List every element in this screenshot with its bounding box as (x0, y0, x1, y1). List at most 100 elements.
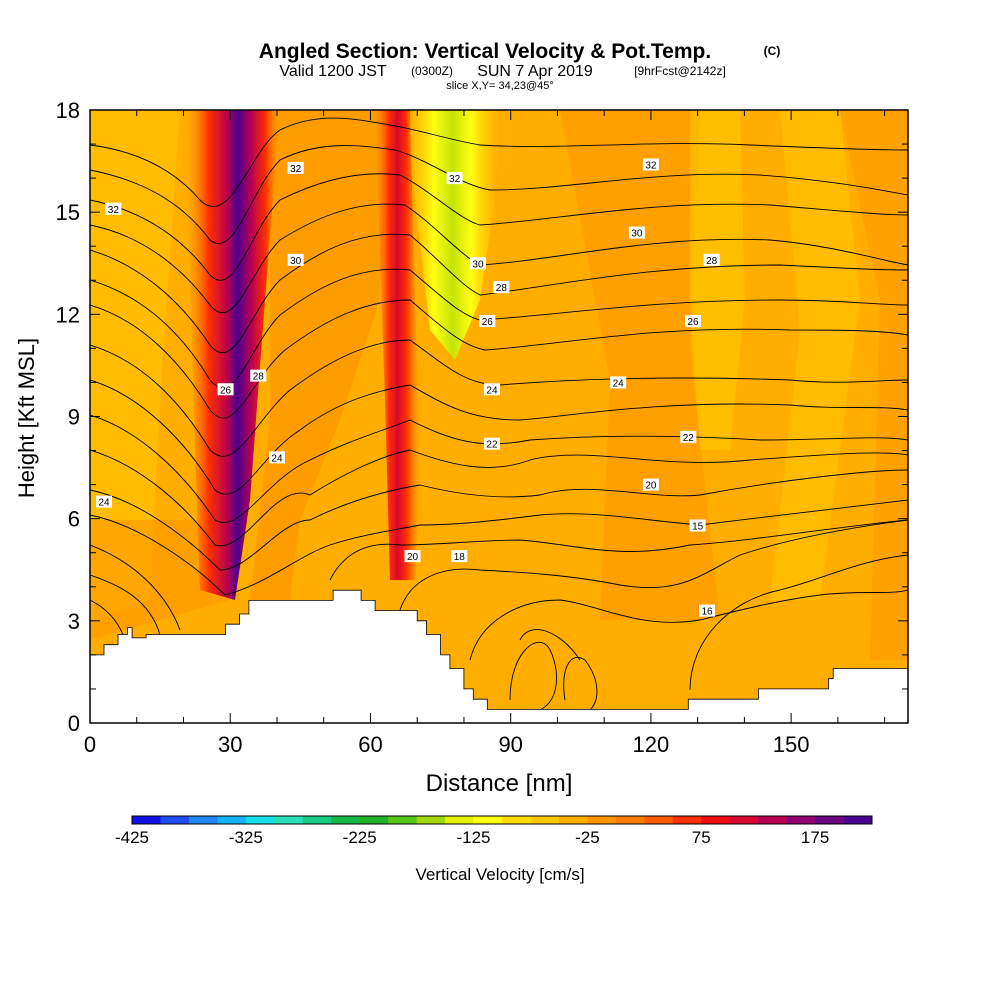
x-tick-label: 60 (358, 732, 382, 757)
svg-text:22: 22 (683, 433, 695, 444)
contour-label: 24 (96, 495, 113, 509)
y-axis-label: Height [Kft MSL] (14, 338, 39, 498)
field-band (690, 110, 745, 450)
colorbar-swatch (672, 816, 702, 824)
svg-text:15: 15 (692, 521, 704, 532)
chart-title: Angled Section: Vertical Velocity & Pot.… (259, 40, 711, 63)
svg-text:18: 18 (454, 552, 466, 563)
y-tick-label: 12 (56, 302, 80, 327)
chart-title-tag: (C) (764, 44, 781, 58)
svg-text:28: 28 (706, 256, 718, 267)
svg-text:32: 32 (108, 205, 120, 216)
svg-text:30: 30 (472, 259, 484, 270)
x-tick-label: 90 (498, 732, 522, 757)
x-tick-label: 150 (773, 732, 810, 757)
svg-text:26: 26 (482, 317, 494, 328)
svg-text:32: 32 (449, 174, 461, 185)
colorbar-swatch (473, 816, 503, 824)
y-tick-label: 6 (68, 507, 80, 532)
contour-label: 24 (268, 451, 285, 464)
colorbar-tick-label: 175 (801, 828, 829, 847)
contour-label: 20 (404, 550, 421, 563)
y-tick-label: 0 (68, 711, 80, 736)
y-tick-label: 18 (56, 98, 80, 123)
contour-label: 18 (451, 550, 468, 563)
svg-text:26: 26 (220, 385, 232, 396)
colorbar-tick-label: -425 (115, 828, 149, 847)
colorbar-frame (131, 815, 873, 825)
contour-label: 32 (287, 161, 304, 175)
colorbar-swatch (331, 816, 360, 824)
contour-label: 15 (689, 519, 706, 532)
forecast-info: [9hrFcst@2142z] (634, 64, 726, 78)
svg-text:20: 20 (407, 552, 419, 563)
colorbar-swatch (160, 816, 190, 824)
chart-header: Angled Section: Vertical Velocity & Pot.… (259, 40, 781, 92)
colorbar-swatch (274, 816, 304, 824)
colorbar-swatch (558, 816, 588, 824)
valid-time-utc: (0300Z) (411, 64, 453, 78)
contour-label: 16 (699, 604, 716, 618)
colorbar: -425 -325 -225 -125 -25 75 175 (115, 815, 873, 847)
y-tick-label: 15 (56, 200, 80, 225)
contour-label: 30 (628, 226, 645, 240)
svg-text:24: 24 (271, 453, 283, 464)
contour-label: 30 (469, 257, 486, 270)
svg-text:24: 24 (613, 378, 625, 389)
theta-contours (90, 117, 908, 711)
contour-label: 30 (287, 253, 304, 267)
svg-text:28: 28 (496, 283, 508, 294)
colorbar-swatch (644, 816, 674, 824)
colorbar-tick-label: -225 (343, 828, 377, 847)
plot-area: 32 32 32 32 30 30 30 28 28 26 26 26 28 24 24 24 24 22 22 20… (90, 110, 908, 723)
contour-label: 32 (446, 172, 463, 185)
colorbar-label: Vertical Velocity [cm/s] (415, 865, 584, 884)
contour-label: 28 (493, 281, 510, 294)
svg-text:16: 16 (701, 607, 713, 618)
y-tick-label: 9 (68, 405, 80, 430)
x-axis-label: Distance [nm] (426, 770, 573, 797)
colorbar-swatch (188, 816, 218, 824)
contour-label: 28 (703, 253, 720, 267)
contour-label: 20 (642, 478, 659, 492)
colorbar-swatch (758, 816, 787, 824)
colorbar-swatch (502, 816, 531, 824)
downdraft-plume (405, 110, 500, 360)
contour-label-group: 32 32 32 32 30 30 30 28 28 26 26 26 28 24 24 24 24 22 22 20… (96, 158, 720, 618)
colorbar-swatch (359, 816, 389, 824)
valid-date: SUN 7 Apr 2019 (477, 63, 593, 80)
colorbar-swatch (530, 816, 560, 824)
field-band (90, 520, 230, 640)
x-tick-label: 120 (633, 732, 670, 757)
terrain-mask (90, 589, 908, 723)
contour-label: 26 (479, 315, 496, 328)
x-tick-label: 0 (84, 732, 96, 757)
svg-text:26: 26 (687, 317, 699, 328)
svg-text:20: 20 (645, 481, 657, 492)
svg-text:32: 32 (645, 160, 657, 171)
colorbar-swatch (615, 816, 645, 824)
contour-label: 22 (680, 430, 697, 444)
colorbar-swatch (245, 816, 275, 824)
field-band (770, 110, 860, 600)
updraft-plume (375, 110, 420, 580)
svg-text:24: 24 (486, 385, 498, 396)
contour-label: 22 (483, 437, 500, 451)
colorbar-swatch (729, 816, 759, 824)
contour-label: 24 (610, 376, 627, 389)
y-tick-label: 3 (68, 609, 80, 634)
colorbar-tick-label: -25 (575, 828, 600, 847)
contour-label: 26 (217, 383, 234, 396)
contour-label: 26 (684, 315, 701, 328)
x-axis: 0 30 60 90 120 150 (84, 110, 886, 757)
field-band (560, 110, 720, 620)
field-band (250, 110, 390, 600)
svg-text:32: 32 (290, 164, 302, 175)
contour-label: 28 (250, 369, 267, 383)
colorbar-tick-label: -125 (456, 828, 490, 847)
svg-text:22: 22 (486, 440, 498, 451)
contour-label: 24 (483, 383, 500, 396)
y-axis: 0 3 6 9 12 15 18 (56, 98, 908, 736)
slice-info: slice X,Y= 34,23@45° (446, 80, 554, 92)
